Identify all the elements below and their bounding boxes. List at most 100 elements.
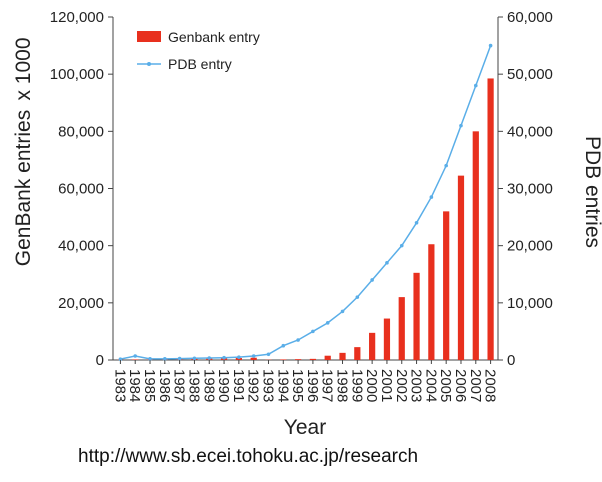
x-tick-label: 1989 <box>200 369 217 402</box>
genbank-bar <box>457 175 465 360</box>
x-tick-label: 2003 <box>408 369 425 402</box>
pdb-point <box>385 261 389 265</box>
x-tick-label: 2005 <box>437 369 454 402</box>
x-axis-ticks: 1983198419851986198719881989199019911992… <box>111 360 499 402</box>
x-tick-label: 2001 <box>378 369 395 402</box>
pdb-point <box>266 352 271 357</box>
x-tick-label: 1984 <box>126 369 143 402</box>
genbank-bar <box>428 244 435 360</box>
chart: 020,00040,00060,00080,000100,000120,000 … <box>12 9 602 439</box>
pdb-point <box>237 355 241 359</box>
y-right-axis-title: PDB entries <box>581 136 602 248</box>
x-tick-label: 1994 <box>274 369 291 402</box>
pdb-point <box>444 163 448 168</box>
pdb-point <box>177 356 182 361</box>
genbank-bar <box>354 347 361 360</box>
x-tick-label: 1987 <box>171 369 188 402</box>
genbank-bar <box>487 78 494 361</box>
pdb-point <box>340 309 345 314</box>
y-right-tick-label: 40,000 <box>507 123 553 140</box>
y-right-tick-label: 60,000 <box>507 9 553 26</box>
x-tick-label: 1991 <box>230 369 247 402</box>
genbank-bar <box>235 357 242 360</box>
y-left-tick-label: 60,000 <box>58 181 104 198</box>
pdb-point <box>148 357 152 361</box>
x-tick-label: 1988 <box>185 369 202 402</box>
genbank-bar <box>250 357 257 360</box>
x-tick-label: 1996 <box>304 369 321 402</box>
x-tick-label: 1995 <box>289 369 306 402</box>
genbank-bar <box>132 359 139 360</box>
x-tick-label: 2006 <box>452 369 469 402</box>
pdb-point <box>414 221 419 225</box>
genbank-bar <box>280 359 287 360</box>
pdb-point <box>222 355 226 360</box>
pdb-line-series <box>118 43 493 361</box>
x-tick-label: 1997 <box>319 369 336 402</box>
genbank-bar <box>324 355 331 360</box>
y-left-tick-label: 20,000 <box>58 295 104 312</box>
x-tick-label: 2002 <box>393 369 410 402</box>
x-tick-label: 1985 <box>141 369 158 402</box>
y-left-tick-label: 120,000 <box>50 9 104 26</box>
y-left-tick-label: 0 <box>96 352 104 369</box>
genbank-bar <box>383 318 391 360</box>
y-left-axis-unit: x 1000 <box>12 37 35 100</box>
genbank-bar <box>309 358 317 360</box>
y-right-tick-label: 0 <box>507 352 515 369</box>
source-url[interactable]: http://www.sb.ecei.tohoku.ac.jp/research <box>78 446 419 467</box>
y-right-tick-label: 20,000 <box>507 238 553 255</box>
x-tick-label: 1998 <box>334 369 351 402</box>
pdb-point <box>311 329 315 334</box>
x-tick-label: 1990 <box>215 369 232 402</box>
pdb-point <box>296 338 300 342</box>
pdb-point <box>281 343 286 348</box>
x-tick-label: 1986 <box>156 369 173 402</box>
legend-label-pdb: PDB entry <box>168 56 232 72</box>
pdb-point <box>488 43 493 48</box>
right-axis-ticks: 0 10,000 20,000 30,000 40,000 50,000 60,000 <box>498 9 553 369</box>
legend-swatch-pdb-marker <box>147 62 151 66</box>
x-tick-label: 2007 <box>467 369 484 402</box>
left-axis-ticks: 0 20,000 40,000 60,000 80,000 100,000 120,000 <box>50 9 113 369</box>
pdb-point <box>192 356 197 361</box>
x-axis-title: Year <box>284 416 326 439</box>
genbank-bars <box>117 78 494 361</box>
x-tick-label: 2004 <box>422 369 439 402</box>
pdb-point <box>429 195 434 199</box>
y-right-tick-label: 10,000 <box>507 295 553 312</box>
y-left-tick-label: 40,000 <box>58 238 104 255</box>
genbank-bar <box>369 332 376 360</box>
y-right-tick-label: 30,000 <box>507 181 553 198</box>
pdb-point <box>163 357 167 361</box>
x-tick-label: 1983 <box>111 369 128 402</box>
pdb-point <box>118 357 123 361</box>
pdb-point <box>207 356 212 360</box>
x-tick-label: 2008 <box>482 369 499 402</box>
pdb-point <box>370 278 374 282</box>
pdb-point <box>133 354 138 358</box>
pdb-line-path <box>120 45 492 360</box>
genbank-bar <box>398 297 405 360</box>
y-left-tick-label: 80,000 <box>58 123 104 140</box>
genbank-bar <box>413 272 420 360</box>
pdb-point <box>355 295 360 299</box>
pdb-point <box>399 243 404 248</box>
genbank-bar <box>294 359 302 360</box>
x-tick-label: 2000 <box>363 369 380 402</box>
y-left-tick-label: 100,000 <box>50 66 104 83</box>
pdb-point <box>459 123 463 128</box>
legend-swatch-genbank <box>137 31 161 42</box>
genbank-bar <box>339 352 346 360</box>
x-tick-label: 1992 <box>245 369 262 402</box>
x-tick-label: 1993 <box>259 369 276 402</box>
legend-label-genbank: Genbank entry <box>168 29 260 45</box>
x-tick-label: 1999 <box>348 369 365 402</box>
genbank-bar <box>443 211 450 360</box>
pdb-point <box>251 354 256 358</box>
y-left-axis-title: GenBank entries <box>12 110 35 266</box>
legend: Genbank entry PDB entry <box>137 29 260 72</box>
y-right-tick-label: 50,000 <box>507 66 553 83</box>
genbank-bar <box>472 131 479 360</box>
pdb-point <box>473 83 478 88</box>
